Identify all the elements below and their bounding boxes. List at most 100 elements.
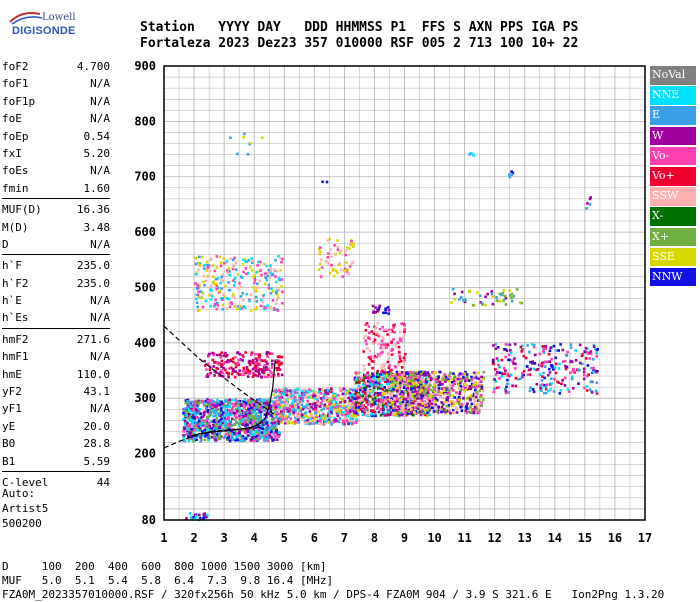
echo-point	[366, 384, 370, 388]
param-row: foE N/A	[2, 110, 110, 127]
echo-point	[463, 390, 466, 393]
echo-point	[320, 266, 324, 269]
echo-point	[215, 401, 218, 404]
echo-point	[452, 411, 456, 414]
echo-point	[423, 412, 426, 415]
echo-point	[344, 415, 348, 418]
echo-point	[332, 274, 336, 278]
echo-point	[459, 378, 462, 381]
echo-point	[429, 388, 432, 392]
echo-point	[277, 435, 281, 438]
echo-point	[248, 372, 252, 375]
echo-point	[471, 408, 474, 411]
echo-point	[249, 400, 253, 403]
echo-point	[392, 389, 395, 393]
echo-point	[357, 391, 361, 395]
echo-point	[242, 415, 245, 419]
echo-point	[255, 415, 258, 418]
echo-point	[477, 381, 481, 385]
echo-point	[275, 280, 278, 284]
echo-point	[305, 420, 309, 424]
echo-point	[492, 344, 495, 347]
echo-point	[502, 348, 506, 351]
echo-point	[227, 415, 230, 418]
autoscaling-info: Auto: Artist5 500200	[2, 486, 48, 531]
echo-point	[472, 410, 476, 414]
echo-point	[330, 390, 333, 394]
echo-point	[365, 322, 369, 325]
echo-point	[240, 409, 244, 413]
echo-point	[519, 377, 522, 381]
echo-point	[586, 202, 589, 205]
echo-point	[237, 358, 240, 362]
echo-point	[244, 420, 248, 424]
echo-point	[526, 365, 529, 368]
echo-point	[236, 406, 240, 409]
echo-point	[336, 248, 340, 252]
echo-point	[213, 431, 216, 435]
echo-point	[295, 418, 298, 422]
echo-point	[222, 354, 226, 357]
echo-point	[540, 389, 543, 393]
echo-point	[243, 132, 246, 136]
echo-point	[401, 360, 405, 364]
param-name: MUF(D)	[2, 203, 42, 217]
echo-point	[246, 412, 250, 416]
echo-point	[195, 401, 199, 405]
echo-point	[228, 305, 232, 309]
param-name: h`F2	[2, 276, 29, 290]
echo-point	[397, 349, 401, 353]
echo-point	[393, 403, 397, 406]
echo-point	[447, 410, 451, 413]
echo-point	[459, 405, 463, 409]
echo-point	[379, 372, 382, 376]
echo-point	[207, 264, 211, 267]
echo-point	[531, 362, 534, 365]
echo-point	[554, 371, 558, 375]
echo-point	[199, 290, 203, 293]
echo-point	[262, 399, 266, 402]
echo-point	[273, 401, 276, 405]
echo-point	[190, 409, 194, 413]
echo-point	[445, 391, 448, 395]
echo-point	[299, 407, 303, 410]
echo-point	[257, 424, 261, 428]
echo-point	[378, 327, 382, 331]
echo-point	[234, 305, 238, 308]
echo-point	[482, 389, 485, 393]
echo-point	[302, 391, 306, 395]
echo-point	[245, 371, 248, 375]
echo-point	[203, 359, 206, 363]
echo-point	[241, 437, 244, 440]
echo-point	[283, 398, 286, 402]
echo-point	[264, 418, 268, 422]
echo-point	[353, 407, 356, 410]
echo-point	[461, 387, 464, 390]
echo-point	[407, 393, 410, 397]
echo-point	[386, 402, 389, 406]
echo-point	[422, 389, 426, 393]
echo-point	[253, 281, 256, 285]
echo-point	[366, 347, 369, 350]
echo-point	[371, 373, 375, 376]
echo-point	[394, 387, 398, 390]
echo-point	[364, 339, 367, 343]
echo-point	[358, 379, 361, 383]
echo-point	[186, 434, 190, 438]
echo-point	[462, 376, 465, 379]
echo-point	[266, 412, 270, 416]
echo-point	[236, 438, 240, 441]
echo-point	[425, 375, 429, 379]
echo-point	[313, 390, 317, 394]
echo-point	[319, 250, 322, 253]
echo-point	[399, 412, 403, 415]
echo-point	[364, 386, 368, 389]
echo-point	[186, 400, 189, 403]
echo-point	[198, 255, 201, 259]
echo-point	[282, 409, 285, 413]
param-row: fmin 1.60	[2, 180, 110, 197]
echo-point	[385, 371, 389, 375]
echo-point	[245, 409, 249, 412]
echo-point	[261, 421, 264, 424]
echo-point	[233, 277, 237, 280]
